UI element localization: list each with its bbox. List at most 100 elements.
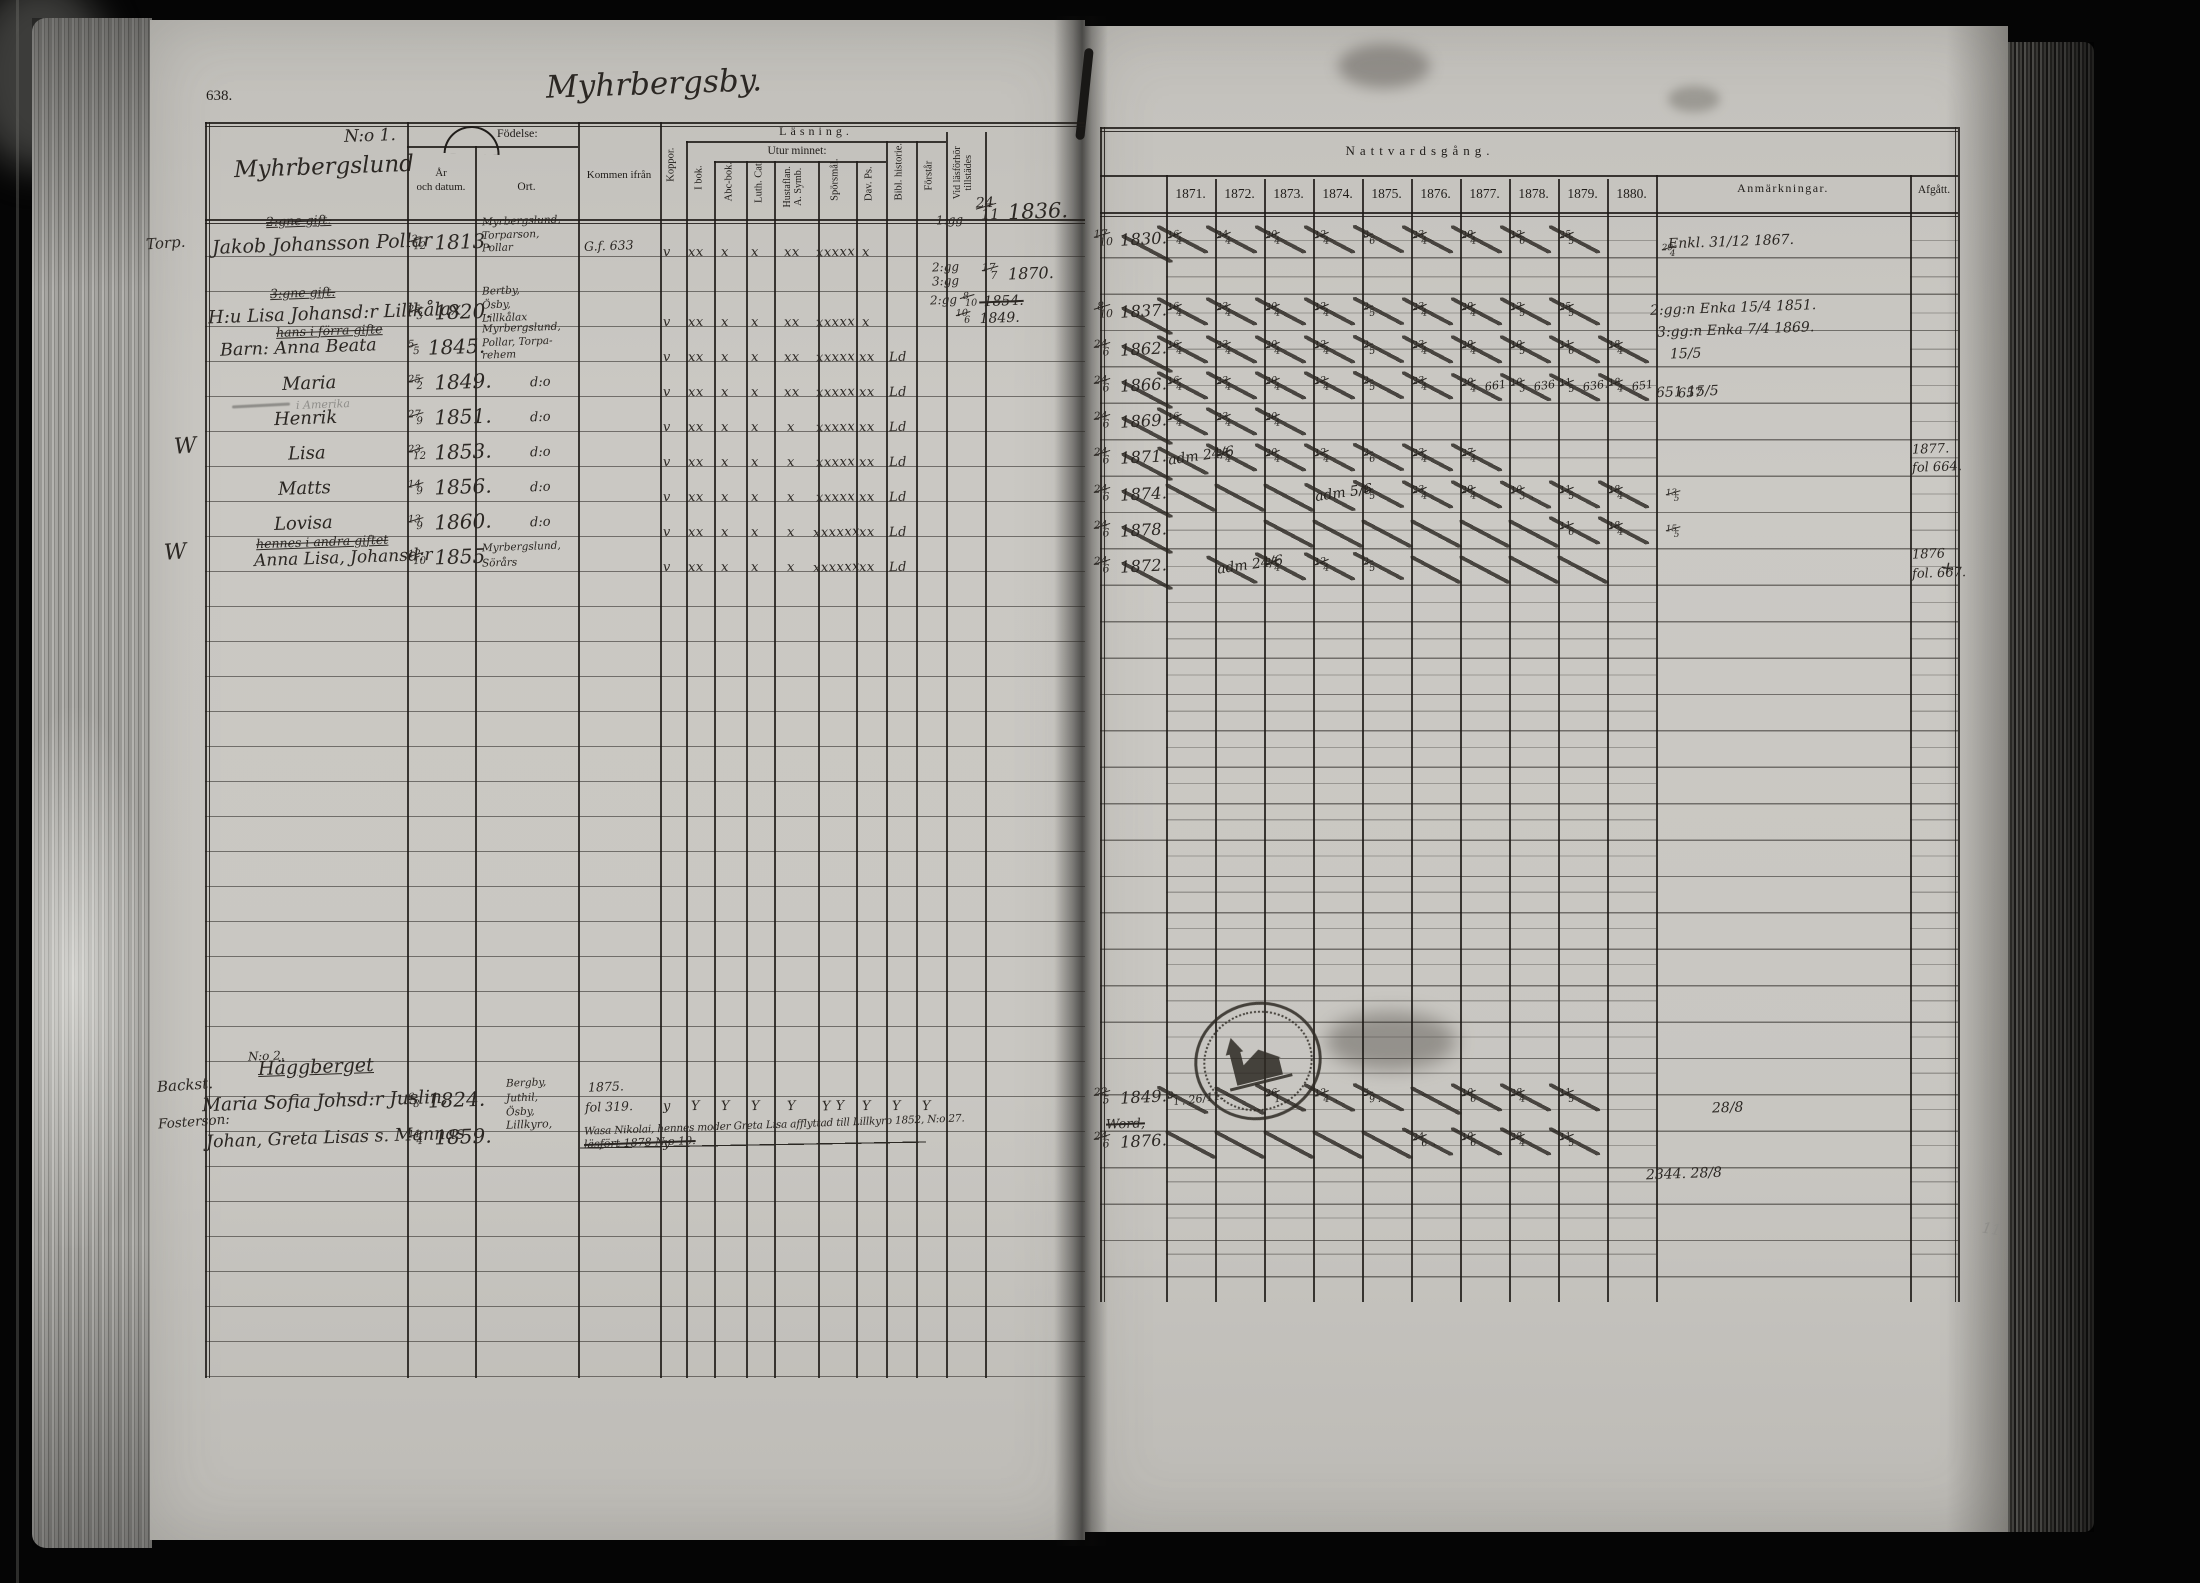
- reading-mark: v: [662, 489, 672, 506]
- communion-year-header: 1876.: [1420, 186, 1451, 201]
- reading-mark: xx: [687, 454, 704, 471]
- communion-date: 23 4: [1412, 229, 1434, 250]
- forhor-date: 2:gg: [929, 292, 958, 308]
- reading-mark: v: [662, 384, 672, 401]
- cell-slash: [1567, 560, 1578, 571]
- communion-date: 11 6: [1559, 520, 1581, 541]
- person-origin: fol 319.: [584, 1098, 634, 1115]
- reading-mark: x: [750, 384, 760, 401]
- cell-slash: [1469, 524, 1480, 535]
- communion-date: 23 4: [1412, 447, 1434, 468]
- reading-mark: xx: [687, 524, 704, 541]
- communion-date: 29 4: [1461, 301, 1483, 322]
- table-line: [886, 141, 888, 1378]
- reading-mark: xx: [687, 559, 704, 576]
- communion-year-header: 1879.: [1567, 186, 1598, 201]
- cell-slash: [1322, 1135, 1333, 1146]
- table-line: [208, 122, 210, 1378]
- reading-mark: v: [662, 244, 672, 261]
- cell-slash: [1131, 566, 1142, 577]
- table-line: [1910, 175, 1912, 1302]
- ruled-lines-left: [205, 222, 1085, 1380]
- forhor-date: 3:gg: [931, 273, 960, 289]
- reading-mark: x: [720, 489, 730, 506]
- person-birthdate: 14 9 1856.: [407, 473, 492, 500]
- table-line: [1656, 175, 1658, 1302]
- reading-mark: xxxxx: [815, 244, 856, 261]
- reading-mark: Y: [720, 1098, 731, 1115]
- communion-date: 12 4: [1314, 339, 1336, 360]
- communion-year-header: 1872.: [1224, 186, 1255, 201]
- reading-mark: v: [662, 524, 672, 541]
- communion-date: 12 4: [1314, 556, 1336, 577]
- cell-slash: [1131, 349, 1142, 360]
- reading-mark: x: [750, 244, 760, 261]
- communion-admission-date: 24 6 1871.: [1093, 445, 1168, 468]
- reading-mark: xx: [858, 489, 875, 506]
- remark-note: 15/5: [1669, 345, 1702, 363]
- cell-slash: [1131, 239, 1142, 250]
- reading-mark: xxxxxx: [812, 559, 861, 576]
- reading-mark: xx: [858, 384, 875, 401]
- header-kommen-ifran: Kommen ifrån: [586, 169, 652, 181]
- communion-date: 18 4: [1608, 484, 1630, 505]
- forhor-date: 10 6 1849.: [955, 307, 1020, 328]
- folio-number: 638.: [206, 88, 233, 104]
- reading-mark: v: [662, 419, 672, 436]
- communion-date: 23 4: [1412, 484, 1434, 505]
- reading-mark: x: [750, 524, 760, 541]
- reading-mark: x: [720, 559, 730, 576]
- table-line: [714, 161, 886, 163]
- table-line: [746, 161, 748, 1378]
- reading-mark: v: [662, 454, 672, 471]
- communion-date: 23 4: [1412, 375, 1434, 396]
- communion-date: 29 4: [1461, 339, 1483, 360]
- cell-slash: [1273, 488, 1284, 499]
- person-birthplace: Juthil,: [505, 1091, 539, 1105]
- cell-slash: [1175, 488, 1186, 499]
- communion-date: 12 4: [1314, 229, 1336, 250]
- cell-slash: [1420, 1091, 1431, 1102]
- reading-mark: xxxxx: [815, 454, 856, 471]
- ink-smudge: [1338, 44, 1430, 88]
- reading-mark: Ld: [888, 349, 908, 366]
- communion-year-header: 1874.: [1322, 186, 1353, 201]
- communion-year-header: 1875.: [1371, 186, 1402, 201]
- header-lasning: Läsning.: [779, 124, 853, 138]
- communion-date: 10 6: [1461, 1131, 1483, 1152]
- communion-date: 27 4: [1461, 447, 1483, 468]
- table-line: [985, 132, 987, 1378]
- communion-date: 16 4: [1167, 375, 1189, 396]
- table-line: [686, 141, 946, 143]
- reading-mark: xx: [858, 559, 875, 576]
- communion-date: 23 4: [1412, 301, 1434, 322]
- cell-slash: [1420, 524, 1431, 535]
- communion-year-header: 1871.: [1175, 186, 1206, 201]
- reading-mark: x: [786, 419, 796, 436]
- person-birthplace: Bertby,: [481, 284, 520, 298]
- person-birthdate: 3 12 1813.: [408, 229, 492, 256]
- communion-date: 16 4: [1167, 229, 1189, 250]
- reading-mark: xx: [858, 419, 875, 436]
- reading-mark: xx: [783, 314, 800, 331]
- table-line: [1215, 179, 1217, 1302]
- person-birthplace: rehem: [481, 348, 517, 362]
- person-birthdate: 25 2 1849.: [407, 368, 492, 395]
- table-line: [1264, 179, 1266, 1302]
- reading-mark: xx: [687, 489, 704, 506]
- communion-date: 12 4: [1314, 375, 1336, 396]
- table-line: [205, 122, 207, 1378]
- reading-mark: Ld: [888, 559, 908, 576]
- table-line: [1958, 127, 1960, 1302]
- reading-mark: x: [720, 244, 730, 261]
- person-birthdate: 23 12 1853.: [407, 438, 492, 465]
- table-line: [205, 219, 1085, 221]
- person-birthplace: Pollar, Torpa-: [481, 334, 553, 350]
- cell-slash: [1175, 1135, 1186, 1146]
- header-utur-minnet: Utur minnet:: [767, 145, 827, 157]
- afgatt-note: fol. 667.: [1911, 565, 1967, 582]
